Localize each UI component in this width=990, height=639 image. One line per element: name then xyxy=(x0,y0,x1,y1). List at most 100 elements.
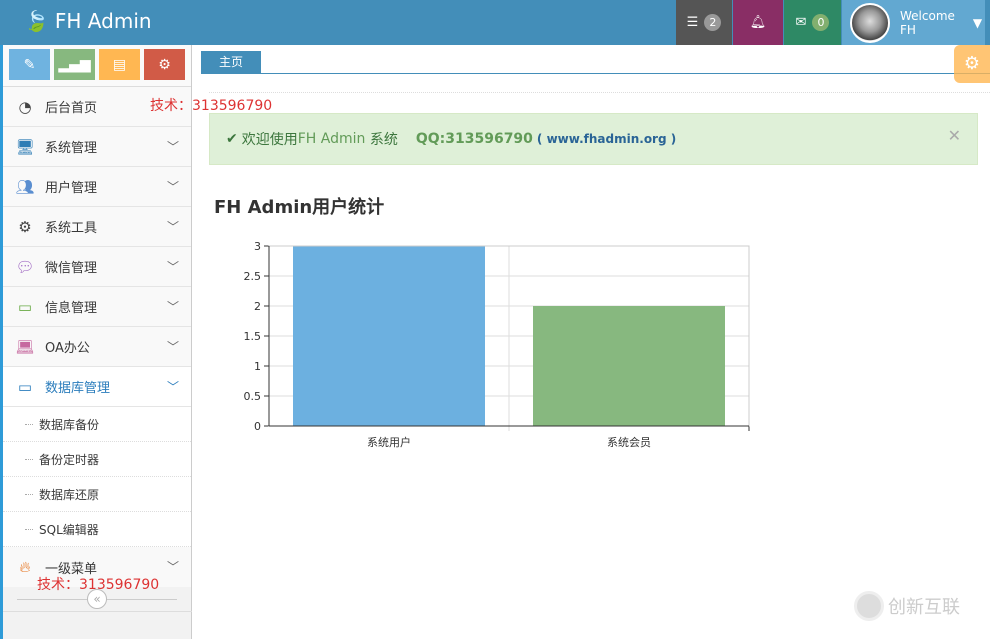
sidebar-item-label: 系统工具 xyxy=(45,221,98,236)
divider xyxy=(209,92,990,93)
sidebar-item-5[interactable]: 💬︎ 微信管理 ﹀ xyxy=(3,247,191,287)
chevron-down-icon: ﹀ xyxy=(166,260,179,274)
chevron-down-icon: ﹀ xyxy=(166,180,179,194)
cogs-icon: ⚙ xyxy=(158,56,171,73)
bar-chart: 0 0.5 1 1.5 2 2.5 3 系统用户 系统会员 xyxy=(244,240,750,449)
signal-shortcut[interactable]: ▂▄▆ xyxy=(54,49,95,80)
sidebar-item-label: 用户管理 xyxy=(45,181,98,196)
sidebar-subitem[interactable]: 备份定时器 xyxy=(3,442,191,477)
leaf-icon: 🍃 xyxy=(24,9,49,33)
settings-button[interactable]: ⚙ xyxy=(954,45,990,83)
paren: ( xyxy=(536,132,547,146)
user-menu[interactable]: Welcome FH ▼ xyxy=(842,0,985,45)
y-tick-label: 2.5 xyxy=(244,270,262,283)
close-alert-button[interactable]: ✕ xyxy=(947,126,961,145)
tab-home[interactable]: 主页 xyxy=(201,51,261,73)
welcome-text: Welcome xyxy=(900,8,955,23)
sidebar-item-8[interactable]: ▭ 数据库管理 ﹀ xyxy=(3,367,191,407)
signal-icon: ▂▄▆ xyxy=(58,56,91,73)
paren: ) xyxy=(666,132,677,146)
sidebar-item-7[interactable]: 💻︎ OA办公 ﹀ xyxy=(3,327,191,367)
credit-card-icon: ▭ xyxy=(17,297,33,316)
bell-icon: 🔔︎ xyxy=(749,15,767,30)
sidebar-item-label: 微信管理 xyxy=(45,261,98,276)
chevron-down-icon: ﹀ xyxy=(166,300,179,314)
main-content: 主页 ⚙ ✔ 欢迎使用 FH Admin 系统 QQ:313596790 ( w… xyxy=(192,45,990,639)
sidebar-item-4[interactable]: ⚙ 系统工具 ﹀ xyxy=(3,207,191,247)
shortcuts: ✎ ▂▄▆ ▤ ⚙ xyxy=(3,45,191,87)
page-title: FH Admin用户统计 xyxy=(214,197,385,218)
fire-icon: 🔥︎ xyxy=(19,558,31,576)
y-tick-label: 3 xyxy=(254,240,261,253)
chevron-down-icon: ﹀ xyxy=(166,560,179,574)
sidebar-subitem[interactable]: SQL编辑器 xyxy=(3,512,191,547)
sidebar-item-label: 后台首页 xyxy=(45,101,98,116)
sidebar-subitem-label: 备份定时器 xyxy=(39,452,100,467)
sidebar: ✎ ▂▄▆ ▤ ⚙ ◔ 后台首页 🖥︎ 系统管理 ﹀ 👥︎ 用户管理 ﹀ ⚙ 系统工具 ﹀ 💬︎ 微信管… xyxy=(0,45,192,639)
watermark-text: 技术：313596790 xyxy=(37,577,160,593)
sidebar-item-6[interactable]: ▭ 信息管理 ﹀ xyxy=(3,287,191,327)
users-icon: 👥︎ xyxy=(15,177,35,196)
tab-underline xyxy=(201,73,990,74)
chevron-down-icon: ﹀ xyxy=(166,140,179,154)
sidebar-item-level1[interactable]: 🔥︎ 一级菜单 ﹀ xyxy=(3,547,191,587)
sidebar-item-3[interactable]: 👥︎ 用户管理 ﹀ xyxy=(3,167,191,207)
collapse-sidebar-button[interactable]: « xyxy=(87,589,107,609)
alert-brand: FH Admin xyxy=(297,131,366,147)
hdd-icon: ▭ xyxy=(17,377,33,396)
chevron-down-icon: ﹀ xyxy=(166,220,179,234)
sidebar-subitem-label: 数据库还原 xyxy=(39,487,100,502)
sidebar-item-label: OA办公 xyxy=(45,341,90,356)
brand[interactable]: 🍃 FH Admin xyxy=(24,9,152,33)
laptop-icon: 💻︎ xyxy=(15,337,35,356)
envelope-icon: ✉ xyxy=(795,15,807,30)
watermark-text: 技术：313596790 xyxy=(150,98,273,114)
caret-down-icon: ▼ xyxy=(972,15,983,30)
alert-qq: QQ:313596790 xyxy=(415,131,533,147)
sidebar-subitem[interactable]: 数据库备份 xyxy=(3,407,191,442)
sidebar-item-label: 信息管理 xyxy=(45,301,98,316)
y-tick-label: 2 xyxy=(254,300,261,313)
chevron-down-icon: ﹀ xyxy=(166,380,179,394)
navbar: 🍃 FH Admin ☰ 2 🔔︎ ✉ 0 Welcome FH ▼ xyxy=(0,0,990,45)
book-icon: ▤ xyxy=(112,56,127,73)
chevron-down-icon: ﹀ xyxy=(166,340,179,354)
messages-badge: 0 xyxy=(812,14,830,31)
tasks-button[interactable]: ☰ 2 xyxy=(676,0,732,45)
y-tick-label: 1.5 xyxy=(244,330,262,343)
book-shortcut[interactable]: ▤ xyxy=(99,49,140,80)
sidebar-subitem-label: 数据库备份 xyxy=(39,417,100,432)
messages-button[interactable]: ✉ 0 xyxy=(784,0,841,45)
x-tick-label: 系统用户 xyxy=(367,435,411,449)
sidebar-subitem-label: SQL编辑器 xyxy=(39,522,99,537)
double-chevron-left-icon: « xyxy=(93,592,101,606)
user-name: FH xyxy=(900,22,916,37)
pencil-shortcut[interactable]: ✎ xyxy=(9,49,50,80)
divider xyxy=(3,611,192,612)
notifications-button[interactable]: 🔔︎ xyxy=(733,0,783,45)
avatar xyxy=(850,2,890,43)
bar xyxy=(533,306,725,426)
cog-icon: ⚙ xyxy=(18,217,32,236)
y-tick-label: 1 xyxy=(254,360,261,373)
tasks-badge: 2 xyxy=(704,14,722,31)
pencil-icon: ✎ xyxy=(23,56,36,73)
alert-text: 系统 xyxy=(365,132,398,148)
sidebar-subitem[interactable]: 数据库还原 xyxy=(3,477,191,512)
sidebar-item-1[interactable]: ◔ 后台首页 xyxy=(3,87,191,127)
site-link[interactable]: www.fhadmin.org xyxy=(546,132,667,146)
bar xyxy=(293,246,485,426)
watermark-logo: 创新互联 xyxy=(854,591,960,621)
desktop-icon: 🖥︎ xyxy=(15,137,35,156)
cogs-shortcut[interactable]: ⚙ xyxy=(144,49,185,80)
brand-title: FH Admin xyxy=(54,9,152,33)
alert-text: 欢迎使用 xyxy=(241,132,298,148)
y-tick-label: 0.5 xyxy=(244,390,262,403)
watermark-logo-text: 创新互联 xyxy=(888,597,960,618)
x-tick-label: 系统会员 xyxy=(607,436,651,449)
tasks-icon: ☰ xyxy=(686,15,699,30)
sidebar-item-label: 一级菜单 xyxy=(45,561,98,577)
y-tick-label: 0 xyxy=(254,420,261,433)
sidebar-item-2[interactable]: 🖥︎ 系统管理 ﹀ xyxy=(3,127,191,167)
sidebar-item-label: 数据库管理 xyxy=(45,381,111,396)
